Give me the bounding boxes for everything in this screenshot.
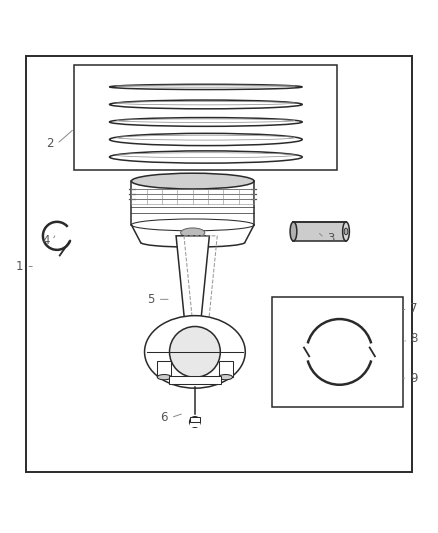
Ellipse shape	[180, 228, 205, 238]
Ellipse shape	[190, 417, 200, 427]
Bar	[272, 297, 403, 407]
Text: 8: 8	[410, 332, 417, 345]
Bar	[157, 361, 171, 377]
Ellipse shape	[131, 173, 254, 189]
Ellipse shape	[145, 316, 245, 388]
Text: 2: 2	[46, 138, 54, 150]
Text: 7: 7	[410, 302, 418, 314]
Bar	[190, 417, 200, 422]
Ellipse shape	[110, 150, 302, 164]
Text: 6: 6	[160, 411, 168, 424]
Text: 3: 3	[327, 231, 334, 245]
Text: 9: 9	[410, 372, 418, 385]
Ellipse shape	[344, 228, 348, 235]
Ellipse shape	[219, 375, 233, 380]
Text: 4: 4	[42, 233, 50, 247]
Bar	[190, 417, 200, 427]
Ellipse shape	[110, 99, 302, 109]
Polygon shape	[176, 236, 209, 332]
Ellipse shape	[110, 117, 302, 127]
Bar	[74, 65, 337, 170]
Text: 5: 5	[148, 293, 155, 306]
Bar	[293, 222, 346, 241]
Text: 1: 1	[16, 260, 24, 273]
Ellipse shape	[110, 133, 302, 146]
Bar	[26, 56, 412, 472]
Ellipse shape	[131, 219, 254, 231]
Ellipse shape	[157, 375, 171, 380]
Bar	[169, 376, 221, 384]
Ellipse shape	[290, 222, 297, 241]
Ellipse shape	[343, 222, 350, 241]
Ellipse shape	[170, 327, 220, 377]
Bar	[219, 361, 233, 377]
Ellipse shape	[110, 84, 302, 90]
